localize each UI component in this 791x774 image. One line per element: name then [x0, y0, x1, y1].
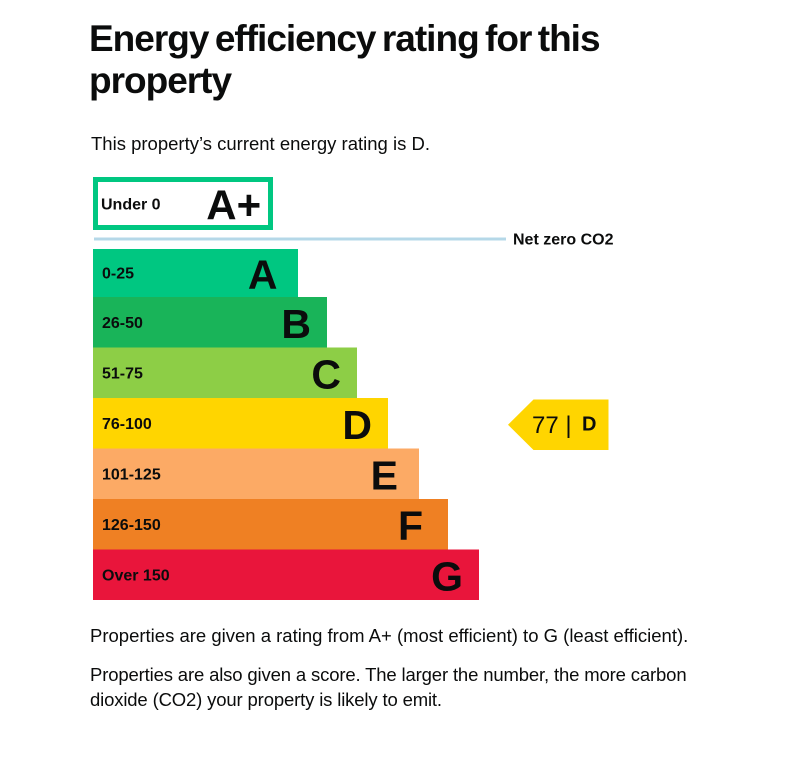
svg-text:26-50: 26-50 [102, 315, 143, 332]
svg-text:D: D [342, 402, 372, 448]
svg-text:0-25: 0-25 [102, 266, 134, 283]
svg-text:C: C [311, 352, 341, 398]
svg-text:101-125: 101-125 [102, 467, 161, 484]
svg-text:77 |: 77 | [532, 412, 572, 439]
svg-text:A+: A+ [206, 181, 261, 228]
svg-text:B: B [281, 301, 311, 347]
svg-text:A: A [248, 252, 278, 298]
svg-text:E: E [371, 453, 398, 499]
svg-text:Under 0: Under 0 [101, 197, 161, 214]
svg-text:51-75: 51-75 [102, 366, 143, 383]
svg-text:76-100: 76-100 [102, 416, 152, 433]
svg-text:Net zero CO2: Net zero CO2 [513, 232, 614, 249]
svg-text:Over 150: Over 150 [102, 568, 170, 585]
svg-text:126-150: 126-150 [102, 517, 161, 534]
svg-text:F: F [398, 503, 423, 549]
svg-text:D: D [582, 414, 596, 436]
svg-text:G: G [431, 554, 463, 600]
